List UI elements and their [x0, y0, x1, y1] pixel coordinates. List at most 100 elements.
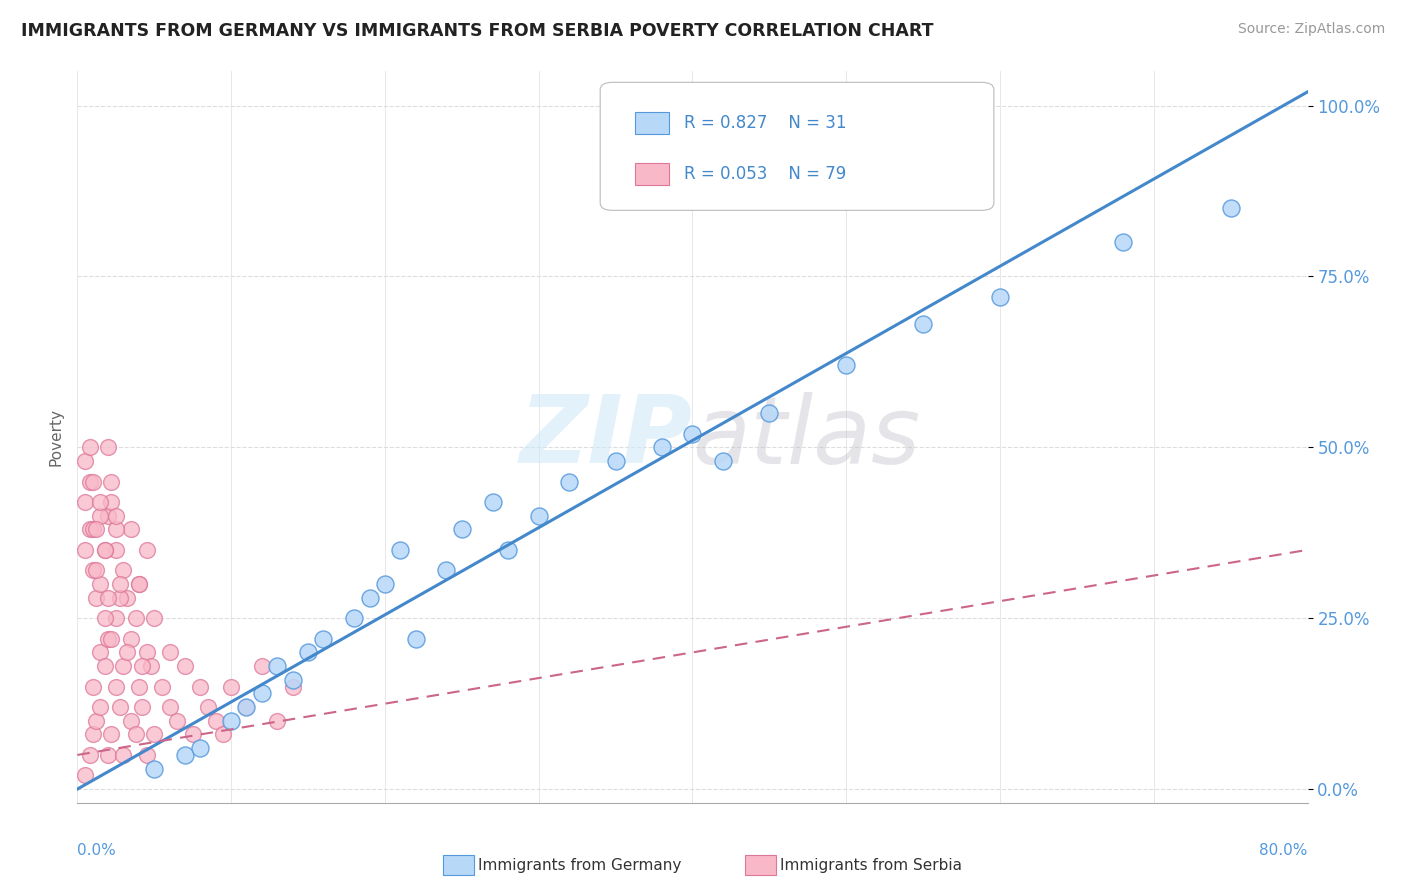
Point [758, 406, 780, 420]
Point [235, 700, 257, 714]
Text: R = 0.053    N = 79: R = 0.053 N = 79 [683, 165, 846, 183]
Text: Immigrants from Germany: Immigrants from Germany [478, 858, 682, 872]
Point [79, 522, 101, 536]
Text: Immigrants from Serbia: Immigrants from Serbia [780, 858, 962, 872]
Point [131, 700, 153, 714]
Point [94, 659, 117, 673]
Point [104, 522, 127, 536]
Point [174, 747, 197, 762]
Point [135, 645, 157, 659]
Text: Source: ZipAtlas.com: Source: ZipAtlas.com [1237, 22, 1385, 37]
Text: IMMIGRANTS FROM GERMANY VS IMMIGRANTS FROM SERBIA POVERTY CORRELATION CHART: IMMIGRANTS FROM GERMANY VS IMMIGRANTS FR… [21, 22, 934, 40]
Point [359, 591, 381, 605]
Point [73, 542, 96, 557]
Point [104, 611, 127, 625]
Point [1219, 201, 1241, 215]
Point [281, 680, 304, 694]
Text: atlas: atlas [693, 392, 921, 483]
Point [89, 508, 111, 523]
Point [682, 426, 704, 441]
Point [97, 440, 120, 454]
Point [89, 700, 111, 714]
Point [128, 577, 150, 591]
Point [115, 645, 138, 659]
Point [141, 659, 163, 673]
Point [219, 714, 242, 728]
Point [100, 495, 122, 509]
Point [115, 591, 138, 605]
Point [281, 673, 304, 687]
Point [711, 454, 734, 468]
Point [84, 591, 107, 605]
Point [82, 680, 104, 694]
Point [84, 522, 107, 536]
FancyBboxPatch shape [634, 163, 669, 185]
FancyBboxPatch shape [600, 82, 994, 211]
Point [104, 542, 127, 557]
Point [128, 577, 150, 591]
Point [97, 591, 120, 605]
Point [204, 714, 226, 728]
Point [94, 542, 117, 557]
Point [143, 727, 166, 741]
Point [89, 495, 111, 509]
Point [84, 563, 107, 577]
Point [312, 632, 335, 646]
Point [104, 508, 127, 523]
Point [150, 680, 173, 694]
Point [120, 522, 142, 536]
Point [125, 727, 148, 741]
Point [100, 475, 122, 489]
Point [159, 645, 181, 659]
Y-axis label: Poverty: Poverty [48, 408, 63, 467]
Point [343, 611, 366, 625]
Point [131, 659, 153, 673]
Point [527, 508, 550, 523]
Point [112, 563, 135, 577]
Point [188, 680, 212, 694]
Point [188, 741, 212, 756]
Point [120, 632, 142, 646]
Point [79, 747, 101, 762]
Point [389, 542, 412, 557]
Point [558, 475, 581, 489]
Point [912, 318, 935, 332]
Point [159, 700, 181, 714]
Point [212, 727, 235, 741]
Point [405, 632, 427, 646]
Point [89, 577, 111, 591]
Point [436, 563, 458, 577]
Point [988, 290, 1011, 304]
Point [89, 645, 111, 659]
Point [120, 714, 142, 728]
Point [79, 440, 101, 454]
Point [79, 475, 101, 489]
FancyBboxPatch shape [634, 112, 669, 134]
Point [143, 611, 166, 625]
Point [82, 475, 104, 489]
Point [110, 591, 132, 605]
Text: R = 0.827    N = 31: R = 0.827 N = 31 [683, 113, 846, 131]
Point [266, 714, 288, 728]
Text: 80.0%: 80.0% [1260, 843, 1308, 858]
Point [112, 747, 135, 762]
Point [94, 542, 117, 557]
Point [73, 454, 96, 468]
Point [496, 542, 519, 557]
Point [73, 495, 96, 509]
Point [143, 762, 166, 776]
Point [100, 727, 122, 741]
Point [166, 714, 188, 728]
Point [82, 522, 104, 536]
Point [450, 522, 472, 536]
Point [110, 700, 132, 714]
Point [97, 632, 120, 646]
Point [651, 440, 673, 454]
Point [97, 747, 120, 762]
Point [125, 611, 148, 625]
Point [73, 768, 96, 782]
Point [174, 659, 197, 673]
Point [250, 659, 273, 673]
Point [181, 727, 204, 741]
Point [112, 659, 135, 673]
